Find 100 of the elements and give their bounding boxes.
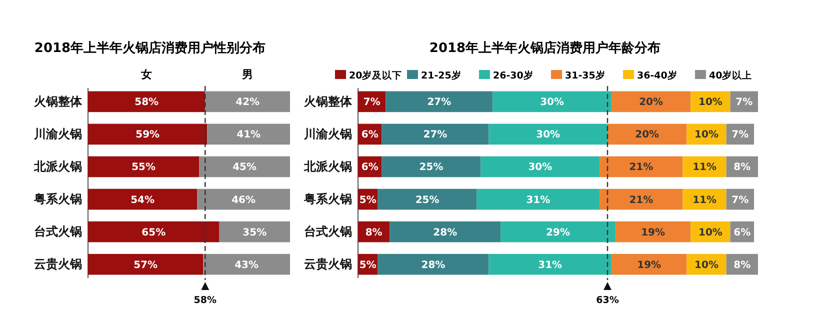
data-label: 28% bbox=[433, 227, 458, 238]
data-label: 8% bbox=[734, 260, 751, 271]
bar bbox=[378, 254, 489, 275]
data-label: 25% bbox=[419, 162, 444, 174]
bar bbox=[488, 254, 612, 275]
y-tick-label: 粤系火锅 bbox=[303, 192, 352, 206]
legend-label: 20岁及以下 bbox=[349, 70, 402, 82]
series-label: 女 bbox=[140, 68, 152, 81]
data-label: 11% bbox=[692, 194, 717, 206]
data-label: 28% bbox=[421, 260, 446, 271]
bar bbox=[203, 254, 290, 275]
y-tick-label: 粤系火锅 bbox=[33, 192, 82, 206]
bar bbox=[390, 221, 501, 242]
data-label: 27% bbox=[427, 97, 452, 108]
data-label: 6% bbox=[361, 130, 378, 141]
data-label: 7% bbox=[732, 130, 749, 141]
data-label: 43% bbox=[234, 260, 259, 271]
bar bbox=[611, 91, 691, 112]
ref-line-label: 63% bbox=[596, 295, 620, 306]
bar bbox=[88, 156, 200, 178]
y-tick-label: 火锅整体 bbox=[303, 94, 353, 109]
bar bbox=[205, 91, 290, 112]
data-label: 29% bbox=[546, 227, 570, 238]
data-label: 19% bbox=[641, 227, 666, 238]
bar bbox=[608, 124, 687, 145]
data-label: 27% bbox=[423, 130, 448, 141]
data-label: 41% bbox=[236, 130, 261, 141]
y-tick-label: 北派火锅 bbox=[303, 160, 352, 174]
y-tick-label: 川渝火锅 bbox=[303, 127, 352, 142]
data-label: 5% bbox=[359, 260, 376, 271]
data-label: 20% bbox=[639, 97, 664, 108]
bar bbox=[88, 254, 204, 275]
legend-label: 21-25岁 bbox=[421, 70, 462, 82]
bar bbox=[611, 254, 687, 275]
data-label: 65% bbox=[142, 227, 166, 238]
data-label: 31% bbox=[526, 194, 550, 206]
bar bbox=[615, 221, 691, 242]
data-label: 6% bbox=[734, 227, 751, 238]
data-label: 25% bbox=[415, 194, 440, 206]
data-label: 30% bbox=[536, 130, 560, 141]
bar bbox=[600, 188, 683, 210]
data-label: 10% bbox=[694, 130, 718, 141]
data-label: 46% bbox=[232, 194, 256, 206]
data-label: 5% bbox=[359, 194, 376, 206]
bar bbox=[378, 188, 477, 210]
data-label: 6% bbox=[361, 162, 378, 174]
data-label: 45% bbox=[232, 162, 257, 174]
data-label: 7% bbox=[732, 194, 749, 206]
bar bbox=[492, 91, 612, 112]
data-label: 7% bbox=[736, 97, 753, 108]
y-tick-label: 云贵火锅 bbox=[34, 257, 82, 272]
data-label: 58% bbox=[134, 97, 159, 108]
y-tick-label: 火锅整体 bbox=[33, 94, 83, 109]
data-label: 8% bbox=[365, 227, 382, 238]
bar bbox=[382, 124, 489, 145]
y-tick-label: 台式火锅 bbox=[304, 224, 352, 239]
data-label: 30% bbox=[540, 97, 564, 108]
series-label: 男 bbox=[241, 68, 254, 81]
bar bbox=[480, 156, 600, 178]
bar bbox=[88, 91, 206, 112]
legend-label: 40岁以上 bbox=[709, 70, 752, 82]
chart-title: 2018年上半年火锅店消费用户性别分布 bbox=[34, 40, 266, 56]
bar bbox=[88, 188, 198, 210]
bar bbox=[488, 124, 608, 145]
bar bbox=[207, 124, 290, 145]
data-label: 55% bbox=[132, 162, 156, 174]
data-label: 59% bbox=[136, 130, 160, 141]
y-tick-label: 川渝火锅 bbox=[33, 127, 82, 142]
bar bbox=[88, 221, 220, 242]
legend-label: 26-30岁 bbox=[493, 70, 534, 82]
data-label: 21% bbox=[629, 162, 654, 174]
bar bbox=[219, 221, 290, 242]
data-label: 57% bbox=[134, 260, 158, 271]
chart-title: 2018年上半年火锅店消费用户年龄分布 bbox=[429, 40, 661, 56]
y-tick-label: 台式火锅 bbox=[34, 224, 82, 239]
data-label: 54% bbox=[130, 194, 155, 206]
y-tick-label: 北派火锅 bbox=[33, 160, 82, 174]
bar bbox=[88, 124, 208, 145]
data-label: 10% bbox=[694, 260, 718, 271]
data-label: 7% bbox=[363, 97, 380, 108]
data-label: 35% bbox=[242, 227, 267, 238]
data-label: 10% bbox=[698, 227, 722, 238]
bar bbox=[199, 156, 290, 178]
data-label: 30% bbox=[528, 162, 552, 174]
y-tick-label: 云贵火锅 bbox=[304, 257, 352, 272]
data-label: 8% bbox=[734, 162, 751, 174]
bar bbox=[197, 188, 290, 210]
bar bbox=[386, 91, 493, 112]
data-label: 20% bbox=[635, 130, 660, 141]
bar bbox=[382, 156, 481, 178]
data-label: 21% bbox=[629, 194, 654, 206]
data-label: 42% bbox=[236, 97, 260, 108]
legend-label: 36-40岁 bbox=[637, 70, 678, 82]
legend-label: 31-35岁 bbox=[565, 70, 606, 82]
bar bbox=[600, 156, 683, 178]
bar bbox=[500, 221, 616, 242]
data-label: 11% bbox=[692, 162, 717, 174]
data-label: 31% bbox=[538, 260, 562, 271]
ref-line-label: 58% bbox=[194, 295, 218, 306]
data-label: 10% bbox=[698, 97, 722, 108]
